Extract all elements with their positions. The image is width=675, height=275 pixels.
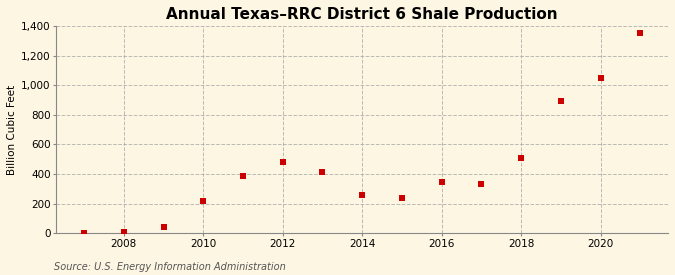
Point [198, 199, 209, 204]
Y-axis label: Billion Cubic Feet: Billion Cubic Feet [7, 84, 17, 175]
Point [79, 231, 90, 235]
Point [158, 224, 169, 229]
Point [436, 180, 447, 184]
Point [516, 155, 526, 160]
Point [238, 174, 248, 178]
Point [396, 196, 407, 200]
Title: Annual Texas–RRC District 6 Shale Production: Annual Texas–RRC District 6 Shale Produc… [166, 7, 558, 22]
Point [317, 170, 328, 174]
Point [595, 76, 606, 81]
Text: Source: U.S. Energy Information Administration: Source: U.S. Energy Information Administ… [54, 262, 286, 272]
Point [635, 30, 646, 35]
Point [556, 99, 566, 104]
Point [476, 182, 487, 186]
Point [118, 230, 129, 234]
Point [357, 192, 368, 197]
Point [277, 160, 288, 164]
